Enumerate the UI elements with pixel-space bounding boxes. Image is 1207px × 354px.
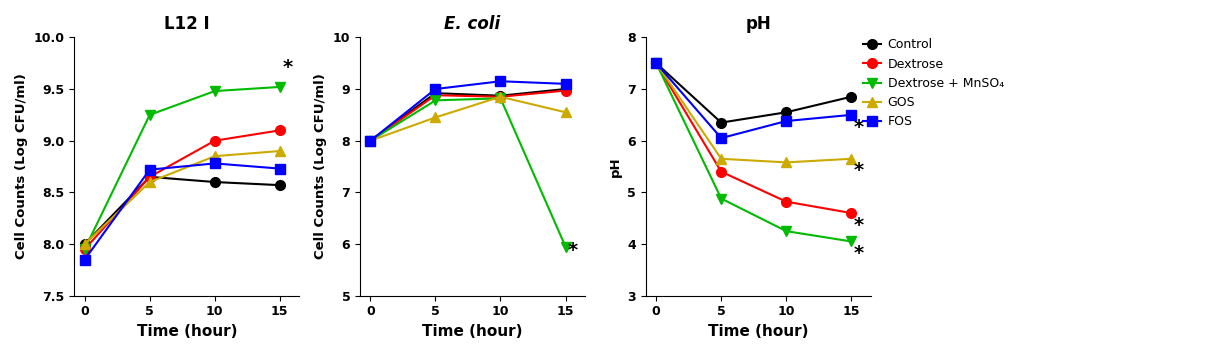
Title: L12 I: L12 I bbox=[164, 15, 210, 33]
Legend: Control, Dextrose, Dextrose + MnSO₄, GOS, FOS: Control, Dextrose, Dextrose + MnSO₄, GOS… bbox=[863, 39, 1004, 129]
Text: *: * bbox=[282, 58, 292, 76]
X-axis label: Time (hour): Time (hour) bbox=[709, 324, 809, 339]
Y-axis label: Cell Counts (Log CFU/ml): Cell Counts (Log CFU/ml) bbox=[314, 74, 327, 259]
Text: *: * bbox=[568, 241, 578, 259]
Title: pH: pH bbox=[746, 15, 771, 33]
Y-axis label: pH: pH bbox=[608, 156, 622, 177]
X-axis label: Time (hour): Time (hour) bbox=[422, 324, 523, 339]
Text: *: * bbox=[853, 216, 864, 235]
Text: *: * bbox=[853, 244, 864, 263]
Text: *: * bbox=[853, 118, 864, 137]
X-axis label: Time (hour): Time (hour) bbox=[136, 324, 237, 339]
Y-axis label: Cell Counts (Log CFU/ml): Cell Counts (Log CFU/ml) bbox=[14, 74, 28, 259]
Title: E. coli: E. coli bbox=[444, 15, 501, 33]
Text: *: * bbox=[853, 161, 864, 180]
